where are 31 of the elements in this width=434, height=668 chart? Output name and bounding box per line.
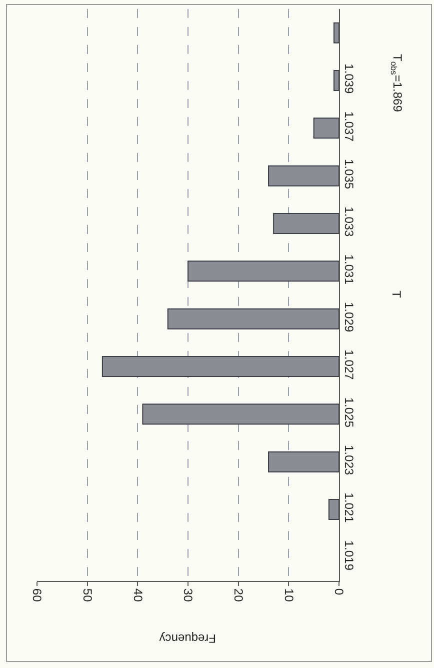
y-tick-label: 1.019: [342, 540, 356, 571]
bar: [167, 308, 339, 330]
y-tick-label: 1.033: [342, 206, 356, 238]
bar: [333, 22, 339, 44]
y-tick-label: 1.021: [342, 492, 356, 524]
x-tick-label: 40: [130, 588, 145, 602]
x-tick-label: 60: [30, 588, 44, 602]
y-tick-label: 1.025: [342, 397, 356, 428]
bar: [273, 212, 339, 234]
bar: [102, 356, 339, 378]
y-tick-label: 1.039: [342, 64, 356, 94]
x-axis-title: Frequency: [159, 631, 216, 646]
x-tick-label: 30: [181, 588, 196, 602]
x-tick-label: 50: [80, 588, 94, 602]
y-tick-label: 1.037: [342, 111, 356, 142]
x-tick-label: 20: [231, 588, 246, 602]
bar: [333, 70, 339, 92]
y-axis-title: T: [389, 290, 404, 299]
y-tick-label: 1.027: [342, 350, 356, 380]
y-tick-label: 1.029: [342, 302, 356, 332]
bar: [313, 118, 339, 139]
bar: [142, 404, 339, 425]
x-tick-label: 0: [332, 588, 346, 596]
bar: [268, 165, 339, 186]
bar: [268, 451, 339, 472]
bar: [188, 260, 339, 282]
y-tick-label: 1.031: [342, 254, 356, 285]
x-tick-label: 10: [282, 588, 296, 602]
y-tick-label: 1.035: [342, 159, 356, 190]
y-tick-label: 1.023: [342, 445, 356, 476]
bar: [328, 498, 339, 520]
